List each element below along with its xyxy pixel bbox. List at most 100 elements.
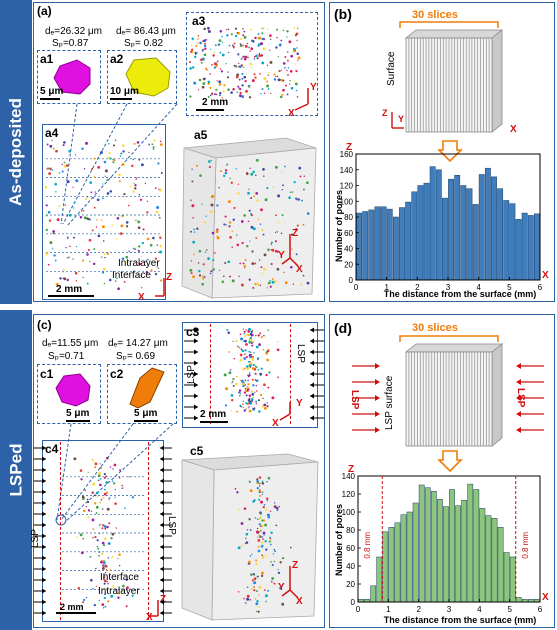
pore-dot	[52, 230, 56, 233]
pore-dot	[271, 563, 274, 567]
pore-dot	[260, 367, 263, 370]
pore-dot	[220, 170, 222, 172]
pore-dot	[242, 382, 246, 386]
pore-dot	[266, 64, 269, 67]
pore-dot	[268, 71, 270, 74]
pore-dot	[216, 235, 218, 238]
d-cube	[404, 343, 504, 447]
histogram-bar	[400, 514, 407, 603]
pore-dot	[249, 402, 252, 405]
pore-dot	[218, 80, 222, 84]
pore-dot	[235, 75, 239, 79]
pore-dot	[213, 66, 217, 69]
pore-dot	[108, 498, 110, 500]
pore-dot	[92, 587, 94, 590]
pore-dot	[239, 37, 242, 41]
pore-dot	[229, 236, 232, 239]
pore-dot	[255, 530, 259, 534]
histogram-bar	[368, 209, 375, 281]
pore-dot	[114, 280, 117, 282]
pore-dot	[261, 480, 264, 482]
pore-dot	[242, 328, 245, 330]
pore-dot	[86, 253, 89, 256]
pore-dot	[287, 67, 290, 69]
c4-interface: Interface	[100, 572, 139, 583]
pore-dot	[284, 251, 286, 253]
pore-dot	[207, 82, 210, 85]
lsp-arrowhead	[310, 371, 314, 377]
pore-dot	[270, 531, 273, 535]
pore-dot	[207, 257, 210, 260]
pore-dot	[142, 228, 145, 231]
pore-dot	[276, 509, 279, 512]
lsp-arrowhead	[160, 522, 164, 528]
pore-dot	[198, 37, 200, 39]
histogram-bar	[461, 500, 468, 603]
a2-scale-bar	[110, 98, 132, 100]
pore-dot	[145, 260, 147, 262]
pore-dot	[258, 53, 261, 55]
pore-dot	[224, 262, 227, 264]
pore-dot	[238, 391, 240, 394]
pore-dot	[228, 371, 232, 375]
pore-dot	[256, 536, 259, 538]
pore-dot	[251, 357, 255, 361]
pore-dot	[221, 35, 223, 38]
pore-dot	[87, 249, 90, 251]
pore-dot	[239, 94, 242, 98]
pore-dot	[118, 564, 121, 567]
pore-dot	[297, 27, 299, 30]
pore-dot	[100, 150, 103, 154]
pore-dot	[207, 96, 210, 98]
pore-dot	[243, 75, 247, 79]
pore-dot	[190, 272, 193, 275]
pore-dot	[233, 42, 236, 45]
pore-dot	[216, 61, 218, 63]
pore-dot	[219, 91, 222, 95]
pore-dot	[104, 527, 107, 530]
pore-dot	[85, 506, 87, 508]
pore-dot	[244, 339, 247, 343]
pore-dot	[243, 264, 246, 268]
lsp-arrowhead	[310, 404, 314, 410]
pore-dot	[290, 54, 294, 58]
pore-dot	[263, 253, 267, 257]
pore-dot	[248, 278, 251, 281]
pore-dot	[55, 191, 57, 193]
pore-dot	[203, 221, 207, 224]
pore-dot	[256, 479, 259, 483]
pore-dot	[240, 348, 243, 351]
pore-dot	[93, 460, 95, 463]
pore-dot	[102, 524, 105, 527]
pore-dot	[277, 376, 279, 379]
pore-dot	[254, 391, 256, 393]
pore-dot	[263, 383, 266, 387]
pore-dot	[56, 218, 60, 222]
pore-dot	[105, 565, 108, 568]
chart-d-ylabel: Number of pores	[334, 504, 344, 576]
pore-dot	[244, 367, 246, 369]
pore-dot	[289, 69, 293, 73]
c4-lsp-arrows	[34, 445, 172, 616]
pore-dot	[101, 523, 103, 526]
pore-dot	[53, 254, 56, 257]
pore-dot	[231, 246, 233, 249]
pore-dot	[212, 54, 215, 57]
y-tick-label: 120	[342, 490, 356, 499]
pore-dot	[232, 87, 235, 91]
pore-dot	[61, 163, 63, 166]
pore-dot	[226, 164, 228, 167]
chart-z-axis-letter: Z	[348, 464, 354, 475]
pore-dot	[218, 39, 222, 42]
pore-dot	[249, 356, 251, 359]
pore-dot	[253, 58, 256, 60]
a1-pore-3d	[53, 59, 91, 95]
pore-dot	[140, 256, 143, 258]
pore-dot	[134, 184, 137, 187]
lsp-arrowhead	[42, 500, 46, 506]
pore-dot	[261, 37, 264, 41]
pore-dot	[252, 364, 255, 366]
lsp-arrowhead	[42, 467, 46, 473]
pore-dot	[241, 72, 244, 75]
pore-dot	[273, 78, 277, 81]
